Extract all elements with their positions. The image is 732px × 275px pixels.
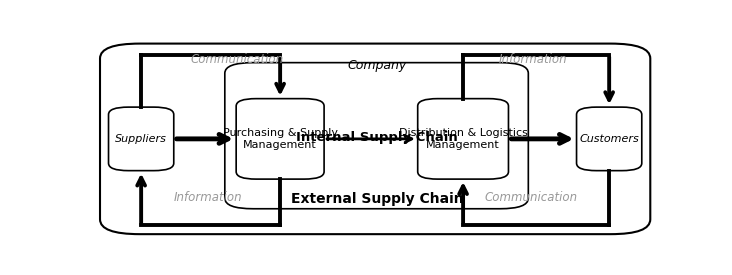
Text: Communication: Communication: [485, 191, 578, 204]
Text: Internal Supply Chain: Internal Supply Chain: [296, 131, 458, 144]
Text: Information: Information: [498, 53, 567, 66]
FancyBboxPatch shape: [418, 99, 509, 179]
Text: Information: Information: [173, 191, 242, 204]
Text: Purchasing & Supply
Management: Purchasing & Supply Management: [223, 128, 337, 150]
FancyBboxPatch shape: [108, 107, 173, 170]
Text: Communication: Communication: [191, 53, 284, 66]
Text: Company: Company: [347, 59, 406, 72]
Text: External Supply Chain: External Supply Chain: [291, 192, 463, 206]
Text: Distribution & Logistics
Management: Distribution & Logistics Management: [399, 128, 528, 150]
FancyBboxPatch shape: [236, 99, 324, 179]
Text: Suppliers: Suppliers: [115, 134, 167, 144]
FancyBboxPatch shape: [225, 63, 529, 209]
FancyBboxPatch shape: [577, 107, 642, 170]
FancyBboxPatch shape: [100, 43, 650, 234]
Text: Customers: Customers: [579, 134, 639, 144]
